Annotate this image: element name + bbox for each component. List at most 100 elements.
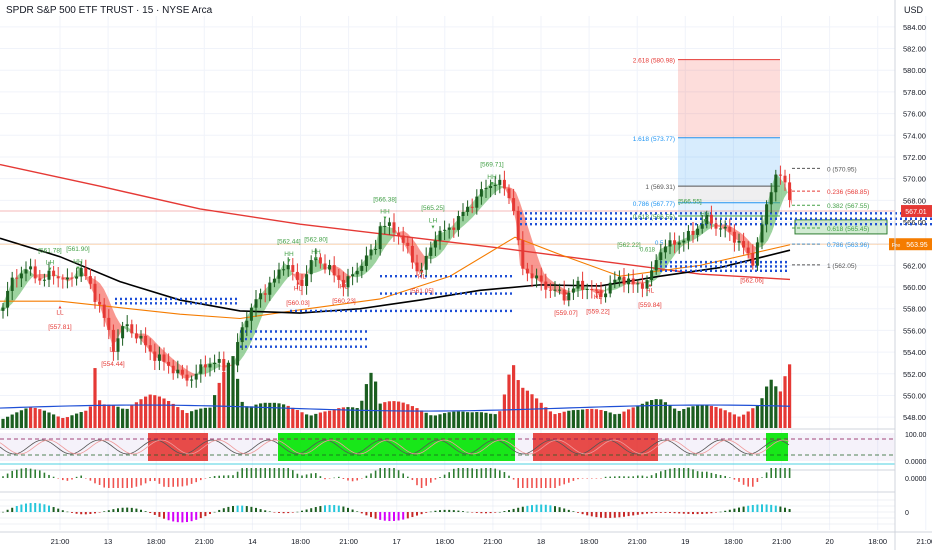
histogram-bar — [370, 512, 372, 518]
candle-body — [107, 317, 111, 330]
candle-body — [558, 289, 562, 291]
momentum-bar — [218, 475, 220, 478]
candle-body — [663, 246, 667, 253]
volume-bar — [443, 413, 447, 428]
volume-bar — [231, 356, 235, 428]
momentum-bar — [149, 478, 151, 482]
momentum-bar — [52, 476, 55, 478]
momentum-bar — [572, 478, 575, 481]
volume-bar — [254, 404, 258, 428]
candle-body — [447, 227, 451, 230]
candle-body — [627, 278, 631, 285]
candle-body — [742, 241, 746, 248]
y-tick-label: 556.00 — [903, 326, 926, 335]
fib-level-label: 1 (569.31) — [645, 184, 675, 191]
candle-body — [245, 320, 249, 328]
histogram-bar — [774, 505, 777, 512]
histogram-bar — [11, 507, 14, 512]
swing-marker: ▼ — [703, 218, 708, 224]
momentum-bar — [333, 477, 335, 479]
ribbon-up-segment — [656, 249, 660, 280]
momentum-bar — [678, 468, 680, 478]
ribbon-up-segment — [496, 183, 500, 192]
candle-body — [84, 268, 88, 277]
candle-body — [746, 247, 750, 254]
momentum-bar — [439, 477, 441, 478]
histogram-bar — [402, 512, 405, 520]
momentum-bar — [259, 468, 262, 478]
momentum-bar — [604, 476, 607, 478]
volume-bar — [686, 407, 690, 428]
volume-bar — [760, 398, 764, 428]
momentum-bar — [526, 478, 529, 488]
momentum-bar — [227, 475, 230, 478]
candle-body — [42, 279, 46, 281]
moving-average-black — [0, 237, 791, 314]
volume-bar — [19, 410, 23, 428]
histogram-bar — [701, 512, 704, 514]
momentum-bar — [181, 478, 184, 487]
histogram-bar — [227, 506, 230, 512]
candle-body — [328, 265, 332, 270]
volume-bar — [714, 406, 718, 428]
swing-price-label: [559.07] — [554, 310, 578, 317]
histogram-bar — [595, 512, 598, 518]
momentum-bar — [301, 475, 303, 478]
volume-bar — [185, 412, 189, 428]
momentum-bar — [499, 470, 501, 478]
swing-marker: ▲ — [342, 278, 347, 284]
ribbon-up-segment — [320, 261, 324, 272]
histogram-bar — [420, 512, 423, 515]
momentum-bar — [282, 468, 285, 478]
momentum-bar — [683, 468, 685, 478]
momentum-bar — [223, 475, 225, 478]
momentum-bar — [522, 478, 524, 488]
swing-price-label: [562.44] — [277, 239, 301, 246]
fib-level-label: 2.618 (580.98) — [633, 58, 675, 65]
volume-bar — [374, 381, 378, 428]
candle-body — [673, 240, 677, 245]
histogram-bar — [61, 510, 64, 512]
candle-body — [305, 274, 309, 286]
candle-body — [171, 365, 175, 374]
momentum-bar — [121, 478, 124, 488]
histogram-bar — [406, 512, 409, 519]
volume-bar — [383, 402, 387, 428]
momentum-bar — [177, 478, 179, 487]
candle-body — [249, 307, 253, 321]
candle-body — [125, 324, 129, 327]
last-price-tag-text: 567.01 — [905, 209, 927, 216]
momentum-bar — [342, 478, 345, 479]
volume-bar — [700, 405, 704, 428]
fib-zone-grey — [678, 186, 780, 203]
momentum-bar — [696, 471, 699, 478]
volume-bar — [617, 413, 621, 428]
volume-bar — [788, 364, 792, 428]
candle-body — [424, 255, 428, 270]
momentum-bar — [558, 478, 561, 486]
volume-bar — [673, 408, 677, 428]
volume-bar — [728, 412, 732, 428]
histogram-bar — [733, 508, 736, 512]
swing-marker: ▲ — [596, 289, 601, 295]
volume-bar — [659, 399, 663, 428]
volume-bar — [604, 411, 608, 428]
ribbon-up-segment — [232, 357, 236, 366]
ribbon-down-segment — [716, 224, 720, 228]
histogram-bar — [724, 510, 727, 512]
structure-label: HH — [311, 249, 321, 256]
histogram-bar — [521, 506, 524, 512]
candle-body — [594, 289, 598, 291]
histogram-bar — [452, 510, 455, 512]
volume-bar — [650, 400, 654, 428]
momentum-bar — [200, 478, 202, 481]
momentum-bar — [632, 476, 634, 478]
candle-body — [318, 257, 322, 264]
candle-body — [38, 278, 42, 281]
ribbon-down-segment — [556, 283, 560, 294]
volume-bar — [636, 405, 640, 428]
volume-bar — [272, 402, 276, 428]
histogram-bar — [282, 512, 285, 514]
volume-bar — [61, 417, 65, 428]
